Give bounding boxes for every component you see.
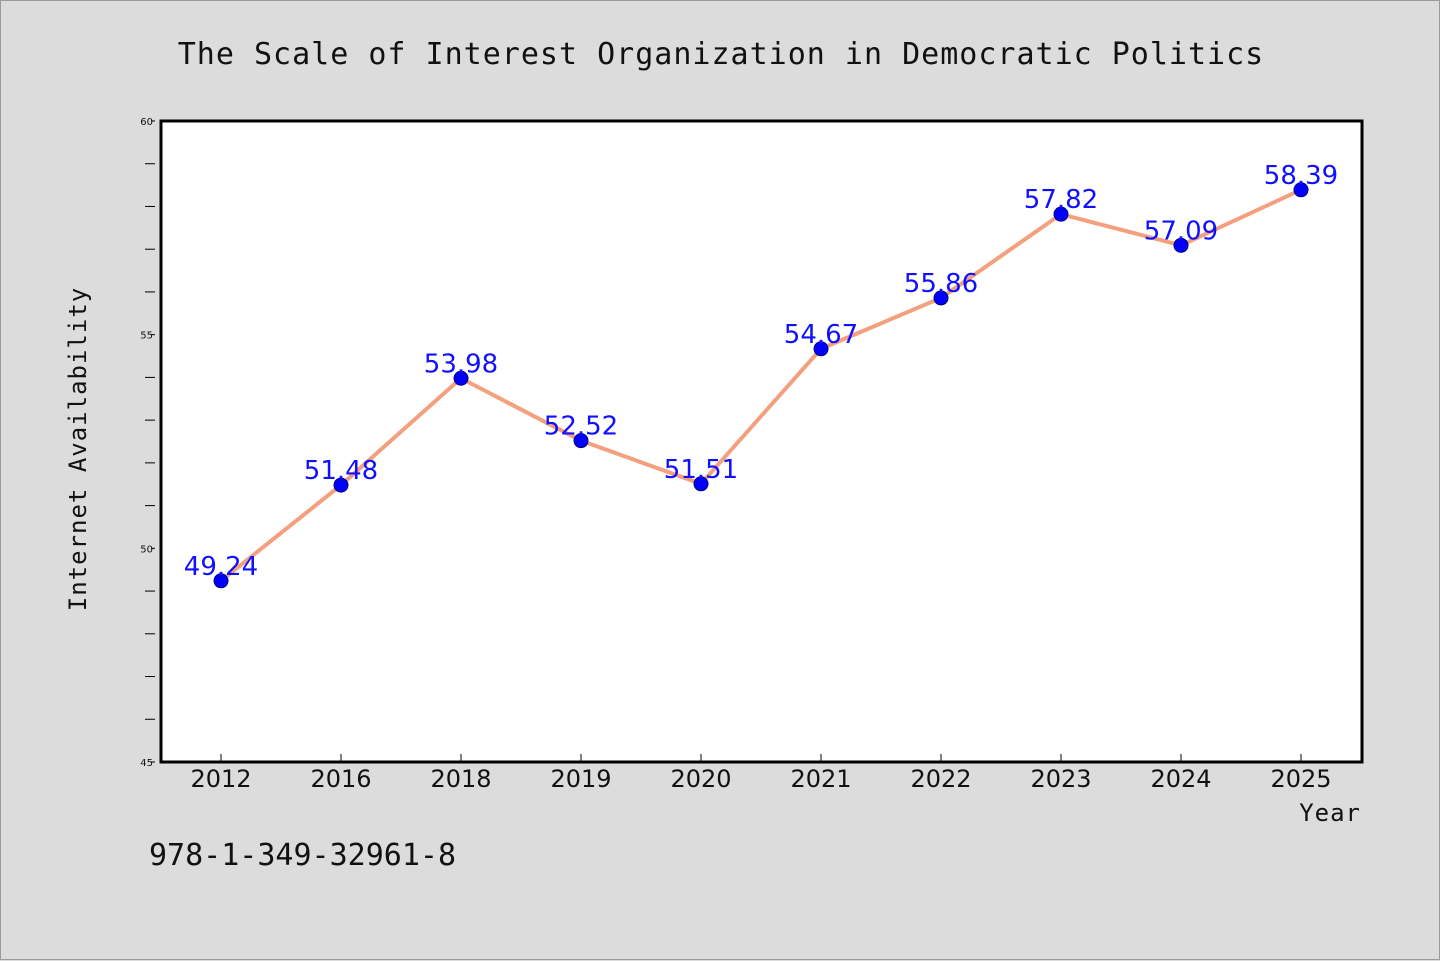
data-point — [453, 370, 469, 386]
y-tick-label: 55 — [140, 331, 153, 342]
data-label: 57.09 — [1144, 216, 1218, 246]
data-labels: 49.24 51.48 53.98 52.52 51.51 54.67 55.86 57.82… — [184, 161, 1338, 582]
y-axis-label: Internet Availability — [64, 287, 92, 611]
y-tick-label: 60 — [140, 117, 153, 128]
x-tick-label: 2023 — [1030, 765, 1091, 793]
x-axis-label: Year — [1299, 799, 1361, 827]
data-point — [573, 433, 589, 449]
series-line — [219, 187, 1303, 583]
x-tick-label: 2024 — [1150, 765, 1211, 793]
plot-area — [159, 119, 1364, 764]
data-label: 54.67 — [784, 320, 858, 350]
x-tick-label: 2018 — [430, 765, 491, 793]
x-axis: 2012 2016 2018 2019 2020 2021 2022 2023 2024 2025 — [190, 754, 1332, 793]
isbn-footer: 978-1-349-32961-8 — [149, 838, 456, 873]
x-tick-label: 2019 — [550, 765, 611, 793]
data-label: 55.86 — [904, 269, 978, 299]
data-label: 51.51 — [664, 455, 738, 485]
data-label: 57.82 — [1024, 185, 1098, 215]
data-point — [1293, 182, 1309, 198]
y-tick-label: 45 — [140, 758, 153, 769]
data-label: 51.48 — [304, 456, 378, 486]
series — [213, 182, 1309, 589]
y-axis: 45 50 55 60 — [140, 117, 155, 769]
chart-title: The Scale of Interest Organization in De… — [178, 37, 1265, 72]
y-tick-label: 50 — [140, 544, 153, 555]
x-tick-label: 2012 — [190, 765, 251, 793]
x-tick-label: 2016 — [310, 765, 371, 793]
data-point — [333, 477, 349, 493]
data-label: 53.98 — [424, 349, 498, 379]
data-point — [1173, 237, 1189, 253]
x-tick-label: 2020 — [670, 765, 731, 793]
data-point — [213, 573, 229, 589]
data-label: 52.52 — [544, 412, 618, 442]
data-point — [693, 476, 709, 492]
data-point — [933, 290, 949, 306]
data-label: 58.39 — [1264, 161, 1338, 191]
data-point — [813, 341, 829, 357]
data-label: 49.24 — [184, 552, 258, 582]
x-tick-label: 2022 — [910, 765, 971, 793]
data-point — [1053, 206, 1069, 222]
x-tick-label: 2025 — [1270, 765, 1331, 793]
x-tick-label: 2021 — [790, 765, 851, 793]
